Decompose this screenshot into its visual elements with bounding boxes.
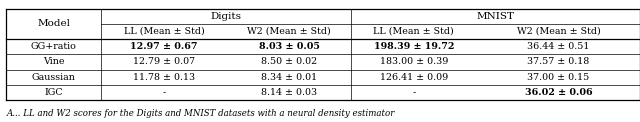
Text: Model: Model [37, 19, 70, 28]
Text: 12.97 ± 0.67: 12.97 ± 0.67 [131, 42, 198, 51]
Text: IGC: IGC [44, 88, 63, 97]
Text: MNIST: MNIST [476, 12, 515, 21]
Text: Digits: Digits [211, 12, 241, 21]
Text: Gaussian: Gaussian [32, 73, 76, 82]
Text: LL (Mean ± Std): LL (Mean ± Std) [373, 27, 454, 36]
Text: 198.39 ± 19.72: 198.39 ± 19.72 [374, 42, 454, 51]
Text: 36.44 ± 0.51: 36.44 ± 0.51 [527, 42, 589, 51]
Text: GG+ratio: GG+ratio [31, 42, 77, 51]
Text: 37.57 ± 0.18: 37.57 ± 0.18 [527, 57, 589, 66]
Text: W2 (Mean ± Std): W2 (Mean ± Std) [516, 27, 600, 36]
Text: 126.41 ± 0.09: 126.41 ± 0.09 [380, 73, 448, 82]
Text: 11.78 ± 0.13: 11.78 ± 0.13 [133, 73, 195, 82]
Text: 183.00 ± 0.39: 183.00 ± 0.39 [380, 57, 448, 66]
Text: A... LL and W2 scores for the Digits and MNIST datasets with a neural density es: A... LL and W2 scores for the Digits and… [6, 109, 395, 118]
Text: -: - [412, 88, 415, 97]
Text: -: - [163, 88, 166, 97]
Text: 37.00 ± 0.15: 37.00 ± 0.15 [527, 73, 589, 82]
Text: W2 (Mean ± Std): W2 (Mean ± Std) [247, 27, 331, 36]
Text: 36.02 ± 0.06: 36.02 ± 0.06 [525, 88, 592, 97]
Text: LL (Mean ± Std): LL (Mean ± Std) [124, 27, 205, 36]
Text: 8.14 ± 0.03: 8.14 ± 0.03 [261, 88, 317, 97]
Text: 8.03 ± 0.05: 8.03 ± 0.05 [259, 42, 319, 51]
Text: 12.79 ± 0.07: 12.79 ± 0.07 [133, 57, 195, 66]
Text: 8.50 ± 0.02: 8.50 ± 0.02 [261, 57, 317, 66]
Text: Vine: Vine [43, 57, 65, 66]
Text: 8.34 ± 0.01: 8.34 ± 0.01 [261, 73, 317, 82]
